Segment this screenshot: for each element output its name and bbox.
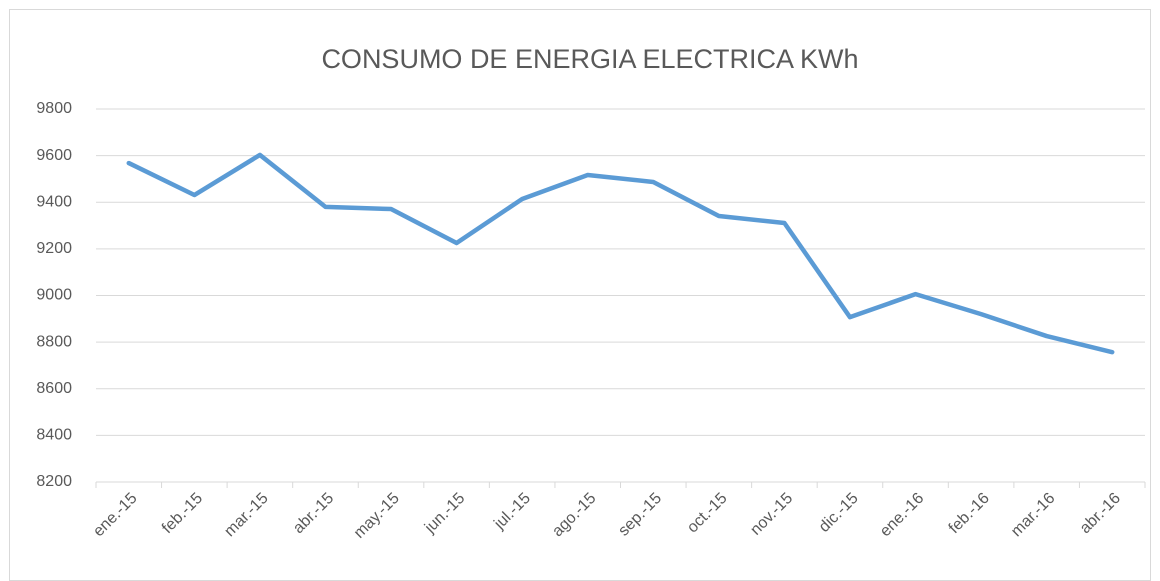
y-tick-label: 9600 — [36, 147, 72, 164]
y-tick-label: 9000 — [36, 287, 72, 304]
chart-title: CONSUMO DE ENERGIA ELECTRICA KWh — [321, 44, 858, 74]
y-tick-label: 9400 — [36, 193, 72, 210]
y-tick-label: 8800 — [36, 333, 72, 350]
y-tick-label: 8400 — [36, 427, 72, 444]
y-tick-label: 9800 — [36, 100, 72, 117]
data-line — [126, 152, 1115, 355]
y-tick-label: 8600 — [36, 380, 72, 397]
y-tick-label: 8200 — [36, 473, 72, 490]
y-tick-label: 9200 — [36, 240, 72, 257]
